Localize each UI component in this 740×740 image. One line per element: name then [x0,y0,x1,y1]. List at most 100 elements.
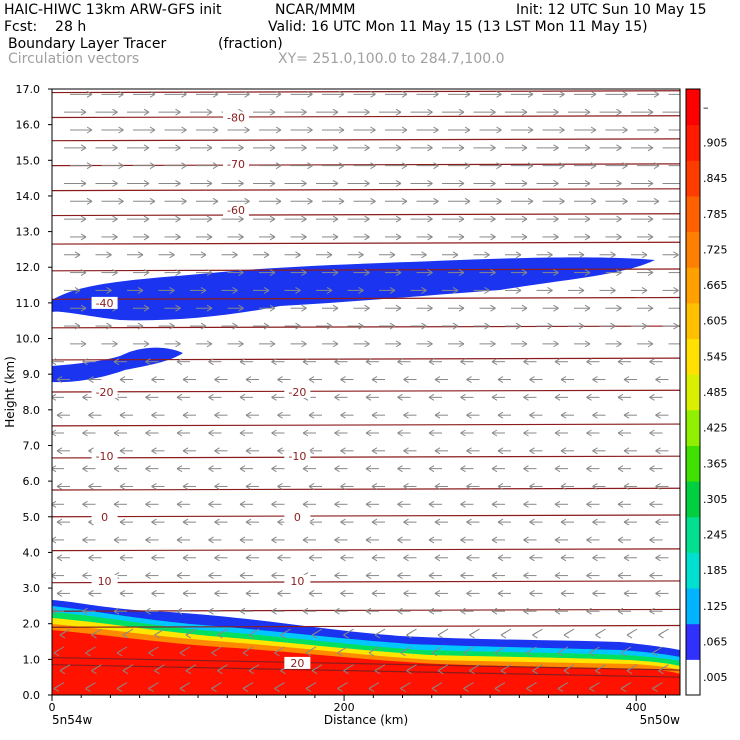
vector-head [397,536,403,544]
vector-head [176,572,183,580]
vector-head [584,215,591,223]
vector-head [112,180,118,187]
vector-head [112,215,118,223]
y-tick-label: 9.0 [23,368,41,381]
colorbar-label: .065 [703,636,728,649]
vector-head [586,607,592,615]
vector-head [557,685,564,692]
vector-head [326,322,333,330]
vector-head [560,483,567,490]
vector-head [206,340,213,348]
vector-head [271,572,277,580]
vector-head [305,649,312,657]
vector-head [364,108,370,116]
vector-head [308,554,315,562]
vector-head [554,572,561,580]
vector-head [277,589,283,597]
vector-head [80,269,87,277]
contour-label: 10 [290,575,304,588]
contour-label-bg [284,656,311,669]
vector-head [200,322,207,330]
y-tick-label: 0.0 [23,689,41,702]
vector-head [584,233,591,241]
vector-head [617,607,624,615]
contour-label: -80 [227,112,245,125]
vector-head [151,589,157,597]
vector-head [274,685,280,692]
vector-head [208,429,214,437]
vector-head [559,197,565,205]
vector-head [560,554,567,562]
vector-head [592,554,598,562]
contour-line [52,296,680,300]
vector-head [592,447,598,455]
vector-head [586,358,592,366]
vector-head [56,554,63,562]
vector-head [460,607,466,615]
vector-head [232,322,238,330]
vector-head [295,251,301,259]
vector-head [434,554,441,562]
vector-head [116,649,123,657]
vector-head [343,667,349,675]
vector-head [208,607,214,615]
vector-head [497,554,504,562]
colorbar-label: .725 [703,243,728,256]
vector-head [490,304,496,312]
colorbar: .005 .065 .125 .185 .245 .305 .365 .425 .485 .545… [685,88,728,696]
contour-label-bg [284,510,311,523]
vector-head [553,215,559,223]
vector-head [655,376,661,383]
vector-head [119,447,126,455]
vector-head [364,180,370,187]
y-tick-label: 16.0 [16,119,41,132]
vector-head [239,465,246,473]
vector-head [239,607,246,615]
vector-head [529,376,535,383]
vector-head [586,572,592,580]
vector-head [338,126,345,134]
contour-line [52,664,680,678]
vector-head [208,465,214,473]
vector-head [584,269,591,277]
vector-head [623,589,630,597]
vector-head [463,685,469,692]
vector-head [200,286,207,294]
vector-head [112,144,118,152]
vector-head [458,144,465,152]
y-tick-label: 17.0 [16,83,41,96]
vector-head [491,536,498,544]
vector-head [427,269,433,277]
vector-head [647,215,654,223]
vector-head [88,411,94,419]
vector-head [647,180,654,187]
colorbar-label: .365 [703,457,728,470]
circulation-vectors [52,90,680,692]
vector-head [463,649,469,657]
vector-head [151,411,157,419]
vector-head [560,376,567,383]
vector-head [106,286,112,294]
vector-head [529,554,535,562]
vector-head [469,667,475,675]
vector-head [118,162,124,170]
vector-head [80,215,87,223]
vector-head [277,554,283,562]
vector-head [578,286,585,294]
vector-head [245,589,252,597]
contour-label-bg [284,574,311,587]
contour-label: -20 [96,386,114,399]
y-axis: 0.0 1.0 2.0 3.0 4.0 5.0 6.0 7.0 8.0 9.0 10.0 11.0 12… [16,83,52,702]
vector-head [274,649,280,657]
vector-head [211,685,217,692]
y-tick-label: 11.0 [16,297,41,310]
contour-line [52,163,680,167]
vector-head [466,518,472,526]
contour-line [52,138,680,142]
vector-head [206,180,213,187]
contour-label-bg [91,450,118,463]
vector-head [176,607,183,615]
vector-head [397,393,403,401]
vector-head [464,162,471,170]
vector-head [149,90,156,98]
